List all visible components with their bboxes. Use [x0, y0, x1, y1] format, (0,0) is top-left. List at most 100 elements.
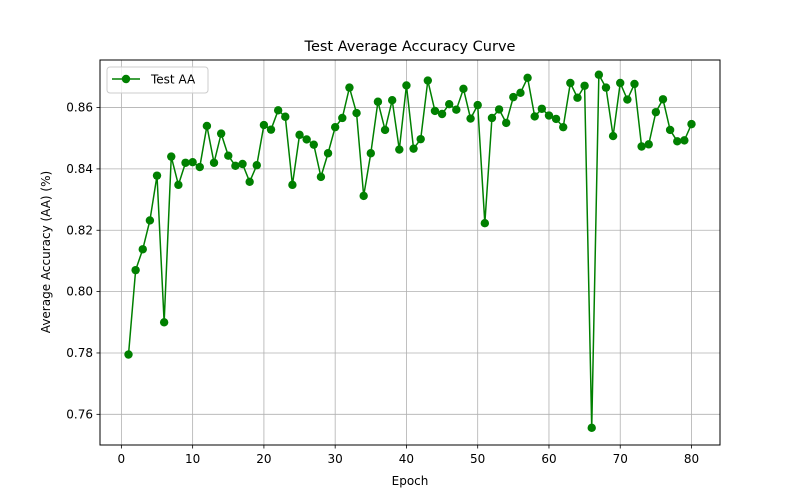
data-point — [423, 76, 433, 85]
legend-marker-sample — [121, 74, 131, 84]
data-point — [587, 423, 596, 433]
data-point — [502, 118, 511, 128]
legend-box — [106, 66, 209, 94]
legend: Test AA — [106, 66, 209, 94]
data-point — [509, 92, 518, 102]
data-point — [352, 108, 361, 118]
x-tick-label: 50 — [470, 452, 485, 466]
data-point — [167, 152, 176, 161]
data-point — [338, 113, 347, 123]
data-point — [573, 93, 582, 102]
data-point — [537, 104, 547, 113]
data-point — [430, 106, 440, 116]
data-point — [523, 73, 532, 82]
data-point — [608, 131, 618, 141]
data-point — [295, 130, 304, 140]
chart-title: Test Average Accuracy Curve — [304, 39, 516, 55]
y-axis-label: Average Accuracy (AA) (%) — [39, 171, 53, 333]
data-point — [288, 180, 297, 190]
data-point — [316, 172, 326, 182]
data-point — [131, 265, 140, 275]
data-point — [323, 149, 333, 158]
data-point — [238, 159, 247, 169]
data-point — [644, 140, 653, 149]
data-point — [181, 158, 190, 167]
data-point — [345, 83, 354, 92]
y-tick-label: 0.84 — [66, 162, 93, 176]
plot-area-frame — [99, 59, 721, 446]
data-point — [580, 81, 589, 90]
data-point — [366, 149, 375, 158]
data-point — [266, 125, 276, 134]
data-point — [209, 158, 219, 167]
data-point — [281, 112, 290, 121]
data-point — [480, 219, 490, 228]
data-point — [673, 137, 682, 146]
data-point — [437, 109, 447, 119]
data-point — [544, 111, 554, 120]
data-point — [231, 161, 240, 171]
data-point — [559, 122, 568, 132]
data-point — [245, 177, 254, 186]
data-point — [145, 216, 155, 225]
data-point — [380, 125, 390, 135]
y-tick-label: 0.76 — [66, 407, 93, 421]
data-point — [373, 97, 383, 106]
data-point — [402, 81, 411, 90]
data-point — [359, 191, 368, 201]
data-point — [124, 350, 133, 359]
data-point — [152, 171, 162, 180]
data-point — [594, 70, 604, 79]
data-point — [637, 142, 646, 151]
data-point — [452, 105, 461, 114]
data-point — [566, 78, 575, 88]
x-tick-label: 0 — [118, 452, 126, 466]
legend-label: Test AA — [150, 73, 196, 87]
data-point — [224, 151, 233, 160]
data-point — [623, 95, 632, 104]
x-tick-label: 70 — [613, 452, 628, 466]
data-point — [216, 129, 226, 138]
data-point — [202, 121, 212, 131]
data-point — [387, 95, 397, 105]
x-tick-label: 60 — [541, 452, 556, 466]
ticks: 0 10 20 30 40 50 60 70 80 0.76 0.78 0.80 0.82 0.84 0.8… — [66, 101, 699, 466]
data-point — [395, 145, 404, 154]
data-point — [601, 83, 611, 92]
data-point — [630, 79, 639, 89]
data-point — [330, 122, 340, 132]
x-tick-label: 20 — [256, 452, 271, 466]
data-point — [259, 120, 269, 130]
data-point — [195, 162, 204, 172]
x-tick-label: 40 — [399, 452, 414, 466]
data-point — [188, 157, 197, 167]
data-point — [516, 88, 525, 98]
data-point — [473, 100, 482, 110]
data-point — [616, 78, 625, 88]
data-point — [302, 135, 311, 144]
data-point — [273, 106, 283, 115]
data-point — [159, 318, 169, 327]
data-point — [466, 114, 475, 123]
series-layer — [124, 70, 696, 433]
y-tick-label: 0.86 — [66, 101, 93, 115]
data-point — [459, 84, 468, 94]
y-tick-label: 0.78 — [66, 346, 93, 360]
data-point — [680, 136, 689, 145]
data-point — [487, 113, 497, 123]
x-tick-label: 30 — [328, 452, 343, 466]
x-axis-label: Epoch — [392, 474, 429, 488]
x-tick-label: 80 — [684, 452, 699, 466]
data-point — [687, 119, 696, 129]
x-tick-label: 10 — [185, 452, 200, 466]
data-point — [445, 99, 454, 109]
y-tick-label: 0.80 — [66, 285, 93, 299]
data-point — [252, 161, 261, 170]
data-point — [416, 134, 425, 144]
data-point — [138, 245, 147, 254]
data-point — [174, 180, 183, 190]
data-point — [651, 107, 661, 117]
data-point — [665, 125, 675, 135]
y-tick-label: 0.82 — [66, 223, 93, 237]
